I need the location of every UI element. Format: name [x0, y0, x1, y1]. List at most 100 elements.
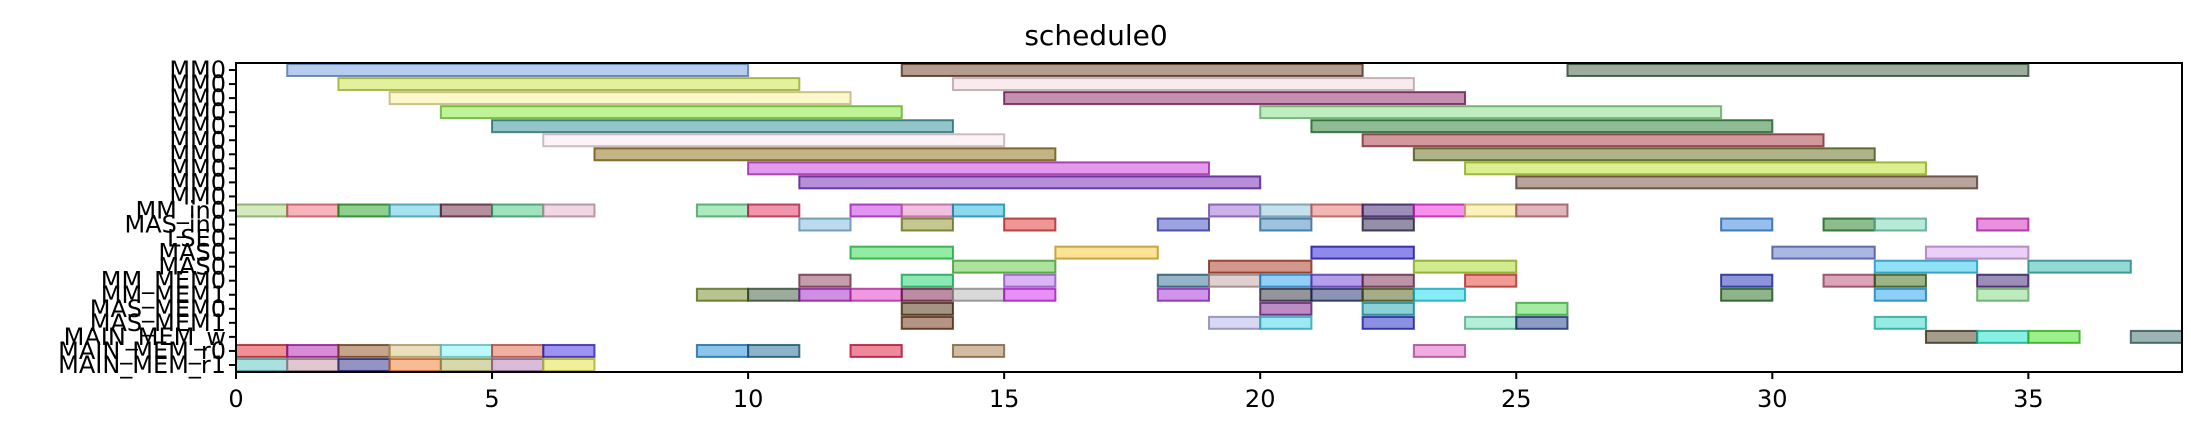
task-bar: [849, 245, 954, 260]
task-bar: [1361, 287, 1415, 302]
task-bar: [2027, 259, 2132, 274]
row-label: LSE0: [167, 225, 226, 253]
task-bar: [1259, 217, 1313, 232]
task-bar: [439, 105, 903, 120]
task-bar: [1156, 287, 1210, 302]
row-label: MAS0: [158, 239, 226, 267]
task-bar: [1310, 203, 1364, 218]
task-bar: [1976, 273, 2030, 288]
x-tick-label: 15: [989, 385, 1020, 413]
task-bar: [849, 287, 903, 302]
task-bar: [1361, 133, 1825, 148]
task-bar: [1156, 217, 1210, 232]
task-bar: [900, 315, 954, 330]
task-bar: [951, 259, 1057, 274]
row-label: MM0: [169, 154, 226, 182]
task-bar: [1259, 301, 1313, 316]
task-bar: [1924, 329, 1979, 344]
task-bar: [1464, 273, 1518, 288]
task-bar: [747, 287, 801, 302]
task-bar: [849, 203, 903, 218]
task-bar: [388, 358, 442, 372]
task-bar: [1208, 273, 1262, 288]
row-label: MM_MEM1: [101, 281, 226, 309]
task-bar: [1566, 63, 2030, 77]
task-bar: [286, 358, 340, 372]
row-label: MAIN_MEM_r1: [58, 351, 226, 379]
task-bar: [1771, 245, 1876, 260]
task-bar: [439, 203, 494, 218]
task-bar: [1361, 301, 1415, 316]
row-label: MM_MEM0: [101, 267, 226, 295]
task-bar: [747, 343, 801, 358]
chart-title: schedule0: [1024, 19, 1167, 52]
task-bar: [1310, 245, 1415, 260]
task-bar: [1310, 287, 1364, 302]
task-bar: [1822, 273, 1876, 288]
row-label: MAIN_MEM_r0: [58, 337, 226, 365]
task-bar: [491, 343, 545, 358]
row-label: MM_in0: [135, 196, 226, 224]
task-bar: [439, 343, 494, 358]
task-bar: [388, 91, 852, 106]
task-bar: [491, 119, 954, 134]
x-tick-label: 10: [733, 385, 764, 413]
task-bar: [1003, 287, 1057, 302]
row-label: MM0: [169, 84, 226, 112]
task-bar: [1976, 217, 2030, 232]
row-label: MM0: [169, 140, 226, 168]
row-label: MAS_MEM1: [90, 309, 226, 337]
row-label: MAS0: [158, 253, 226, 281]
task-bar: [491, 203, 545, 218]
x-tick-label: 20: [1245, 385, 1276, 413]
task-bar: [1259, 203, 1313, 218]
task-bar: [1412, 203, 1467, 218]
task-bar: [798, 273, 852, 288]
task-bar: [1259, 287, 1313, 302]
task-bar: [388, 343, 442, 358]
task-bar: [1259, 273, 1313, 288]
task-bar: [1720, 287, 1774, 302]
task-bar: [1003, 273, 1057, 288]
row-label: MM0: [169, 112, 226, 140]
task-bar: [337, 343, 391, 358]
plot-frame: [235, 62, 2183, 373]
task-bar: [1003, 217, 1057, 232]
row-labels: MM0MM0MM0MM0MM0MM0MM0MM0MM0MM0MM_in0MAS_…: [58, 56, 236, 379]
task-bar: [1515, 175, 1979, 190]
task-bar: [849, 343, 903, 358]
task-bar: [798, 287, 852, 302]
task-bar: [1873, 217, 1927, 232]
task-bar: [900, 63, 1364, 77]
task-bar: [286, 343, 340, 358]
task-bar: [1976, 287, 2030, 302]
x-tick-label: 5: [484, 385, 499, 413]
task-bar: [798, 217, 852, 232]
task-bar: [951, 203, 1006, 218]
task-bar: [1310, 273, 1364, 288]
task-bar: [1054, 245, 1159, 260]
row-label: MM0: [169, 70, 226, 98]
task-bar: [1976, 329, 2030, 344]
task-bar: [1361, 217, 1415, 232]
task-bar: [1259, 315, 1313, 330]
task-bar: [286, 63, 750, 77]
task-bar: [1720, 273, 1774, 288]
task-bar: [900, 287, 954, 302]
task-bar: [388, 203, 442, 218]
task-bar: [491, 358, 545, 372]
task-bar: [337, 203, 391, 218]
task-bar: [1464, 315, 1518, 330]
row-label: MAIN_MEM_w: [64, 323, 226, 351]
x-tick-label: 25: [1501, 385, 1532, 413]
task-bar: [747, 203, 801, 218]
task-bar: [951, 287, 1006, 302]
x-tick-label: 0: [228, 385, 243, 413]
task-bar: [695, 343, 750, 358]
task-bar: [1873, 259, 1979, 274]
task-bar: [900, 217, 954, 232]
task-bar: [1464, 203, 1518, 218]
x-tick-label: 30: [1757, 385, 1788, 413]
task-bars: [235, 63, 2184, 372]
